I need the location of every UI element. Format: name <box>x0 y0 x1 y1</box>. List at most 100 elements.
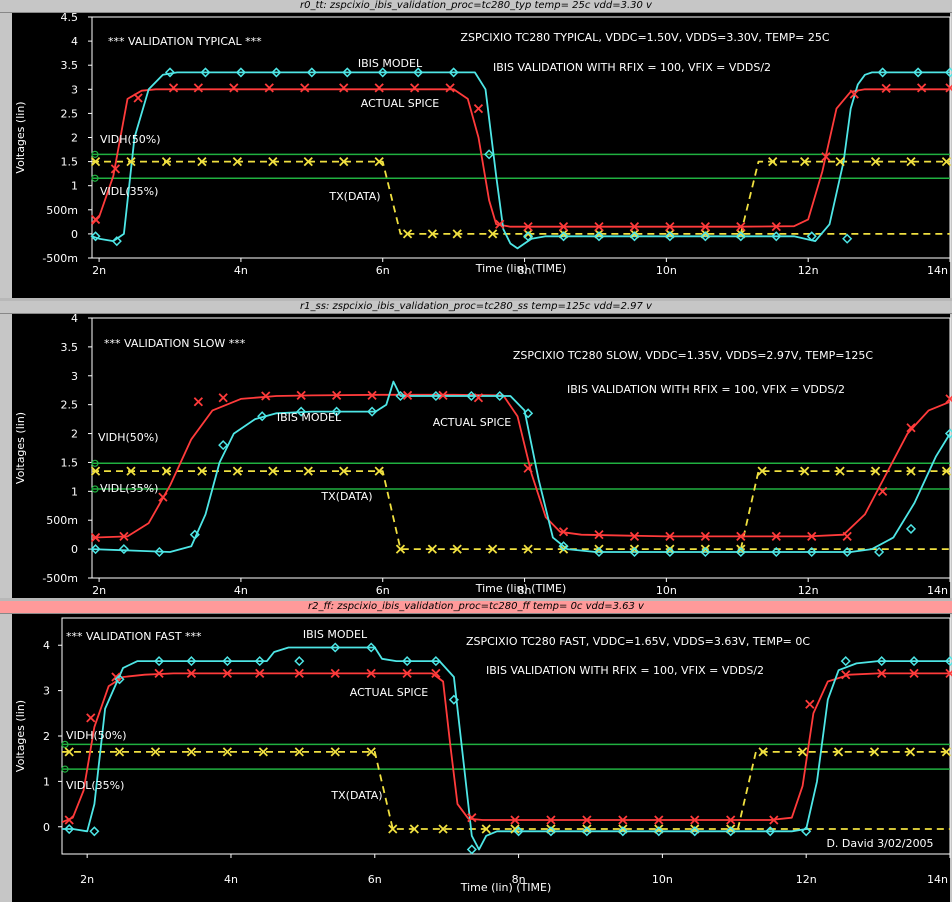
series-marker <box>154 656 165 667</box>
x-tick-label: 6n <box>376 584 390 597</box>
series-marker <box>870 156 881 167</box>
panel-left-strip <box>0 13 12 298</box>
series-marker <box>757 466 767 476</box>
series-marker <box>402 229 413 239</box>
series-marker <box>268 156 278 167</box>
series-marker <box>402 656 413 667</box>
series-marker <box>111 672 121 682</box>
series-marker <box>523 229 533 239</box>
annotation-vidl: VIDL(35%) <box>100 185 158 198</box>
plot-panel-fast: r2_ff: zspcixio_ibis_validation_proc=tc2… <box>0 601 952 902</box>
y-tick-label: 2.5 <box>61 399 79 412</box>
series-marker <box>558 541 569 552</box>
series-marker <box>339 466 349 476</box>
series-marker <box>735 546 746 558</box>
series-marker <box>388 824 398 834</box>
y-tick-label: 4 <box>43 639 50 652</box>
series-marker <box>331 390 342 401</box>
series-marker <box>232 156 243 167</box>
series-marker <box>665 222 675 232</box>
panel-titlebar[interactable]: r1_ss: zspcixio_ibis_validation_proc=tc2… <box>0 301 952 314</box>
panel-titlebar[interactable]: r2_ff: zspcixio_ibis_validation_proc=tc2… <box>0 601 952 614</box>
series-marker <box>186 656 197 667</box>
series-marker <box>944 67 952 78</box>
series-marker <box>841 670 851 680</box>
annotation-corner: *** VALIDATION TYPICAL *** <box>108 35 262 48</box>
series-marker <box>629 546 640 558</box>
series-marker <box>870 466 881 476</box>
series-marker <box>494 390 505 402</box>
series-marker <box>736 544 746 554</box>
series-marker <box>558 527 569 537</box>
series-marker <box>86 713 96 723</box>
x-tick-label: 10n <box>656 584 677 597</box>
series-marker <box>629 231 640 242</box>
series-marker <box>523 408 534 419</box>
annotation-vidh: VIDH(50%) <box>66 729 127 742</box>
panel-titlebar[interactable]: r0_tt: zspcixio_ibis_validation_proc=tc2… <box>0 0 952 13</box>
annotation-spice: ACTUAL SPICE <box>350 686 428 699</box>
series-marker <box>945 668 952 679</box>
series-marker <box>945 83 952 93</box>
annotation-info2: IBIS VALIDATION WITH RFIX = 100, VFIX = … <box>486 664 764 677</box>
x-tick-label: 14n <box>927 264 948 277</box>
series-marker <box>90 156 101 167</box>
series-marker <box>64 747 74 757</box>
plot-panel-slow: r1_ss: zspcixio_ibis_validation_proc=tc2… <box>0 301 952 598</box>
series-marker <box>700 231 711 242</box>
x-tick-label: 14n <box>927 873 948 886</box>
series-marker <box>765 826 776 837</box>
series-marker <box>594 222 604 232</box>
series-marker <box>874 546 885 558</box>
series-marker <box>395 544 406 554</box>
x-tick-label: 8n <box>512 873 526 886</box>
plot-area <box>62 646 950 851</box>
series-marker <box>126 156 136 167</box>
series-marker <box>905 747 916 757</box>
series-marker <box>119 531 129 542</box>
series-marker <box>523 231 534 242</box>
annotation-ibis: IBIS MODEL <box>303 628 368 641</box>
series-marker <box>700 546 711 558</box>
series-marker <box>90 544 101 555</box>
series-marker <box>466 844 477 855</box>
x-tick-label: 10n <box>656 264 677 277</box>
series-marker <box>186 747 197 757</box>
series-marker <box>448 694 459 705</box>
series-marker <box>617 826 628 837</box>
annotation-info1: ZSPCIXIO TC280 TYPICAL, VDDC=1.50V, VDDS… <box>460 31 829 44</box>
series-marker <box>271 67 282 78</box>
y-tick-label: 2 <box>71 132 78 145</box>
series-marker <box>413 67 424 78</box>
series-marker <box>654 815 664 825</box>
series-marker <box>339 156 349 167</box>
threshold-marker <box>61 765 69 773</box>
plot-frame <box>91 317 951 579</box>
series-marker <box>806 546 817 558</box>
series-marker <box>877 486 888 496</box>
series-marker <box>664 546 675 558</box>
series-marker <box>842 531 852 542</box>
series-marker <box>906 466 916 476</box>
series-marker <box>64 815 74 825</box>
series-line-tx-data- <box>739 160 950 235</box>
series-marker <box>409 83 420 93</box>
series-marker <box>294 656 305 667</box>
series-marker <box>330 642 341 653</box>
y-axis-label: Voltages (lin) <box>14 412 27 484</box>
series-marker <box>665 544 675 554</box>
series-marker <box>913 67 924 78</box>
series-line-actual-spice <box>92 393 950 539</box>
series-marker <box>833 747 844 757</box>
panel-right-strip <box>950 13 952 298</box>
series-line-actual-spice <box>92 88 950 228</box>
y-tick-label: 0 <box>71 228 78 241</box>
y-tick-label: 2.5 <box>61 107 79 120</box>
annotation-spice: ACTUAL SPICE <box>433 416 511 429</box>
panel-title: r1_ss: zspcixio_ibis_validation_proc=tc2… <box>300 301 652 312</box>
x-tick-label: 10n <box>652 873 673 886</box>
series-marker <box>90 231 101 242</box>
series-marker <box>769 815 779 825</box>
series-marker <box>771 222 781 232</box>
series-marker <box>222 656 233 667</box>
